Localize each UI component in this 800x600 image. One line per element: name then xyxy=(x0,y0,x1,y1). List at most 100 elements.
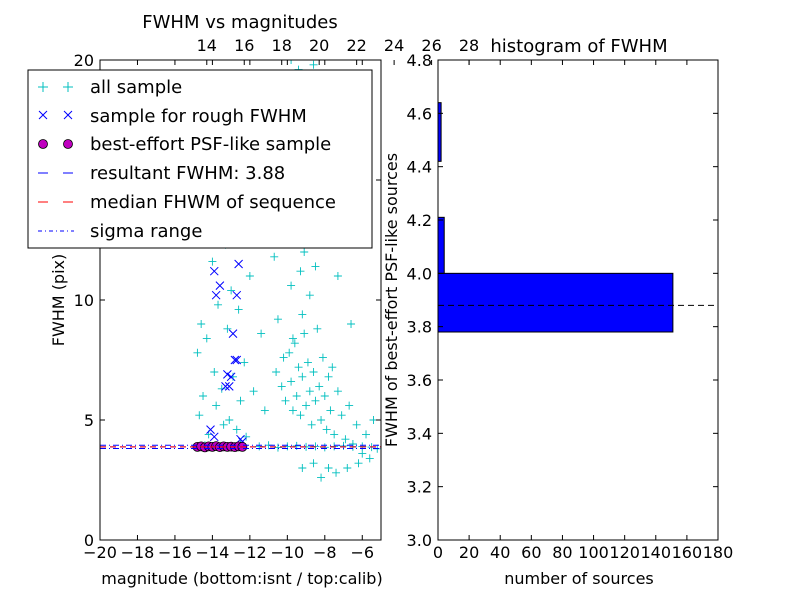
data-point-all-sample xyxy=(296,267,305,276)
right-y-axis: 3.0 3.2 3.4 3.6 3.8 4.0 4.2 4.4 4.6 4.8 xyxy=(407,51,718,550)
right-x-axis: 0 20 40 60 80 100 120 140 160 180 xyxy=(433,60,733,562)
x-tick-label: 140 xyxy=(641,543,672,562)
data-point-all-sample xyxy=(322,425,331,434)
top-tick-label: 18 xyxy=(272,36,292,55)
legend-label: best-effort PSF-like sample xyxy=(90,134,331,155)
data-point-all-sample xyxy=(279,353,288,362)
data-point-rough-fwhm xyxy=(224,382,234,391)
data-point-all-sample xyxy=(193,348,202,357)
top-tick-label: 26 xyxy=(421,36,441,55)
data-point-all-sample xyxy=(300,248,309,256)
data-point-all-sample xyxy=(341,435,350,444)
data-point-all-sample xyxy=(313,324,322,333)
y-tick-label: 5 xyxy=(84,411,94,430)
top-tick-label: 22 xyxy=(346,36,366,55)
data-point-all-sample xyxy=(354,459,363,468)
data-point-all-sample xyxy=(320,392,329,400)
data-point-all-sample xyxy=(287,281,296,290)
legend-entry-psf-like: best-effort PSF-like sample xyxy=(38,134,331,155)
data-point-all-sample xyxy=(305,291,314,300)
data-point-all-sample xyxy=(285,348,294,357)
data-point-all-sample xyxy=(273,315,282,324)
data-point-all-sample xyxy=(236,396,245,405)
data-point-all-sample xyxy=(292,392,301,400)
data-point-rough-fwhm xyxy=(211,290,221,300)
left-x-axis: −20 −18 −16 −14 −12 −10 −8 −6 xyxy=(83,60,374,562)
data-point-all-sample xyxy=(332,468,341,477)
legend-entry-sigma-range: sigma range xyxy=(38,221,202,242)
x-tick-label: 180 xyxy=(703,543,734,562)
data-point-all-sample xyxy=(217,384,226,393)
data-point-all-sample xyxy=(197,320,206,328)
data-point-all-sample xyxy=(362,430,371,439)
right-y-axis-label: FWHM of best-effort PSF-like sources xyxy=(382,153,401,447)
legend-entry-resultant-fwhm: resultant FWHM: 3.88 xyxy=(38,163,285,184)
fwhm-histogram-chart: histogram of FWHM 0 20 40 60 80 100 120 140 160 1… xyxy=(382,36,733,588)
y-tick-label: 3.4 xyxy=(407,424,432,443)
data-point-all-sample xyxy=(326,406,335,415)
data-point-rough-fwhm xyxy=(228,329,238,338)
data-point-all-sample xyxy=(302,401,311,410)
legend-marker-x xyxy=(38,110,73,120)
data-point-all-sample xyxy=(225,416,234,424)
data-point-all-sample xyxy=(260,406,269,415)
right-plot-area xyxy=(437,102,718,333)
y-tick-label: 10 xyxy=(74,291,94,310)
data-point-all-sample xyxy=(257,329,266,338)
data-point-all-sample xyxy=(290,339,299,348)
histogram-bar xyxy=(437,272,674,333)
left-plot-area xyxy=(100,60,381,482)
data-point-all-sample xyxy=(324,372,333,381)
data-point-all-sample xyxy=(303,358,312,367)
x-tick-label: −14 xyxy=(196,543,230,562)
legend-marker-circle xyxy=(38,139,48,149)
data-point-all-sample xyxy=(298,464,307,472)
data-point-rough-fwhm xyxy=(232,290,242,300)
data-point-all-sample xyxy=(347,320,356,328)
data-point-rough-fwhm xyxy=(215,281,225,290)
y-tick-label: 4.4 xyxy=(407,158,432,177)
data-point-all-sample xyxy=(317,473,326,482)
data-point-all-sample xyxy=(337,411,346,420)
data-point-all-sample xyxy=(294,363,303,372)
data-point-rough-fwhm xyxy=(209,266,219,276)
y-tick-label: 3.2 xyxy=(407,478,432,497)
top-tick-label: 28 xyxy=(459,36,479,55)
data-point-all-sample xyxy=(273,443,282,452)
data-point-all-sample xyxy=(365,454,374,463)
data-point-all-sample xyxy=(202,334,211,343)
y-tick-label: 0 xyxy=(84,531,94,550)
data-point-all-sample xyxy=(288,334,297,343)
legend-box xyxy=(27,69,373,249)
data-point-all-sample xyxy=(195,411,204,420)
data-point-all-sample xyxy=(345,401,354,410)
data-point-all-sample xyxy=(223,324,232,333)
data-point-all-sample xyxy=(287,60,296,64)
data-point-all-sample xyxy=(199,392,208,400)
data-point-all-sample xyxy=(287,377,296,386)
x-tick-label: 100 xyxy=(578,543,609,562)
left-x-axis-label: magnitude (bottom:isnt / top:calib) xyxy=(101,569,382,588)
x-tick-label: −6 xyxy=(350,543,374,562)
x-tick-label: 20 xyxy=(459,543,479,562)
data-point-all-sample xyxy=(358,449,367,458)
right-chart-title: histogram of FWHM xyxy=(490,36,667,57)
legend-entry-median-fwhm: median FHWM of sequence xyxy=(38,192,336,213)
data-point-all-sample xyxy=(309,60,318,69)
x-tick-label: 60 xyxy=(521,543,541,562)
legend-label: resultant FWHM: 3.88 xyxy=(90,163,285,184)
data-point-all-sample xyxy=(311,262,320,271)
data-point-all-sample xyxy=(315,382,324,391)
data-point-all-sample xyxy=(277,382,286,391)
y-tick-label: 4.6 xyxy=(407,104,432,123)
data-point-all-sample xyxy=(214,300,223,309)
data-point-all-sample xyxy=(333,387,342,396)
data-point-all-sample xyxy=(249,387,258,396)
data-point-all-sample xyxy=(328,363,337,372)
data-point-rough-fwhm xyxy=(234,259,243,269)
legend-entry-all-sample: all sample xyxy=(38,77,182,98)
data-point-all-sample xyxy=(318,353,327,362)
y-tick-label: 20 xyxy=(74,51,94,70)
data-point-all-sample xyxy=(219,420,228,429)
